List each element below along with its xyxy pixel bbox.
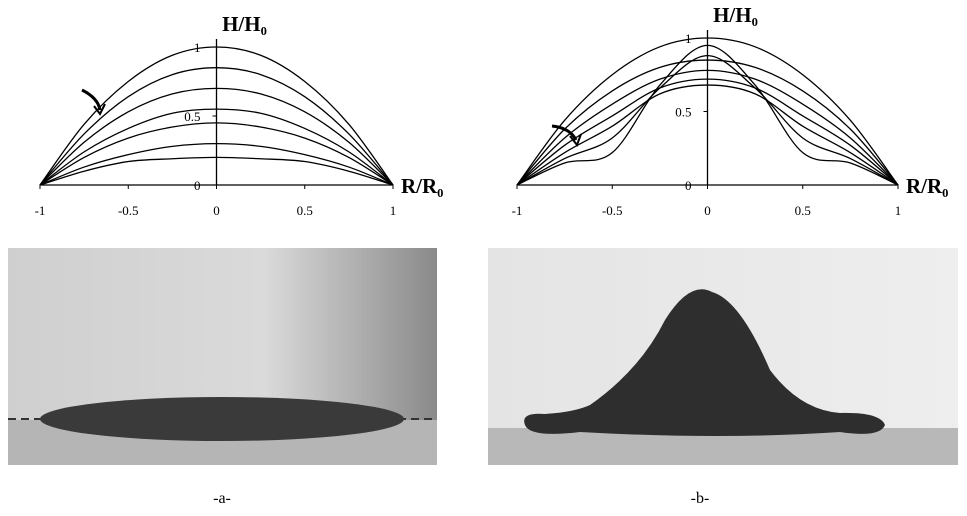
photo-b: [488, 248, 958, 465]
caption: -a-: [213, 490, 231, 507]
y-axis-label: H/H₀: [222, 12, 267, 36]
caption: -b-: [691, 490, 710, 507]
profile-curve: [516, 78, 899, 186]
y-tick-label: 1: [685, 31, 692, 46]
x-tick-label: 0: [213, 203, 220, 218]
y-tick-label: 0: [685, 178, 692, 193]
profile-curve: [516, 44, 899, 186]
photo-a: [8, 248, 437, 465]
x-tick-label: -0.5: [602, 203, 623, 218]
x-tick-label: 1: [895, 203, 902, 218]
profile-curve: [39, 67, 394, 186]
x-tick-label: 0.5: [795, 203, 811, 218]
x-tick-label: 1: [390, 203, 397, 218]
profile-curve: [39, 87, 394, 186]
profile-curve: [516, 54, 899, 186]
profile-curve: [516, 84, 899, 186]
profile-curve: [516, 59, 899, 186]
profile-curve: [39, 122, 394, 186]
x-tick-label: -1: [35, 203, 46, 218]
y-tick-label: 1: [194, 40, 201, 55]
y-axis-label: H/H₀: [713, 3, 758, 27]
x-axis-label: R/R₀: [401, 174, 443, 198]
x-axis-label: R/R₀: [906, 174, 948, 198]
y-tick-label: 0: [194, 178, 201, 193]
y-tick-label: 0.5: [675, 105, 691, 120]
profile-curve: [39, 46, 394, 186]
profile-curve: [516, 37, 899, 186]
arrow-a: [81, 88, 106, 116]
profile-curve: [39, 108, 394, 186]
profile-curve: [39, 142, 394, 186]
x-tick-label: 0: [704, 203, 711, 218]
profile-curve: [516, 69, 899, 186]
y-tick-label: 0.5: [184, 109, 200, 124]
x-tick-label: -0.5: [118, 203, 139, 218]
profile-curve: [39, 156, 394, 186]
x-tick-label: 0.5: [297, 203, 313, 218]
x-tick-label: -1: [512, 203, 523, 218]
